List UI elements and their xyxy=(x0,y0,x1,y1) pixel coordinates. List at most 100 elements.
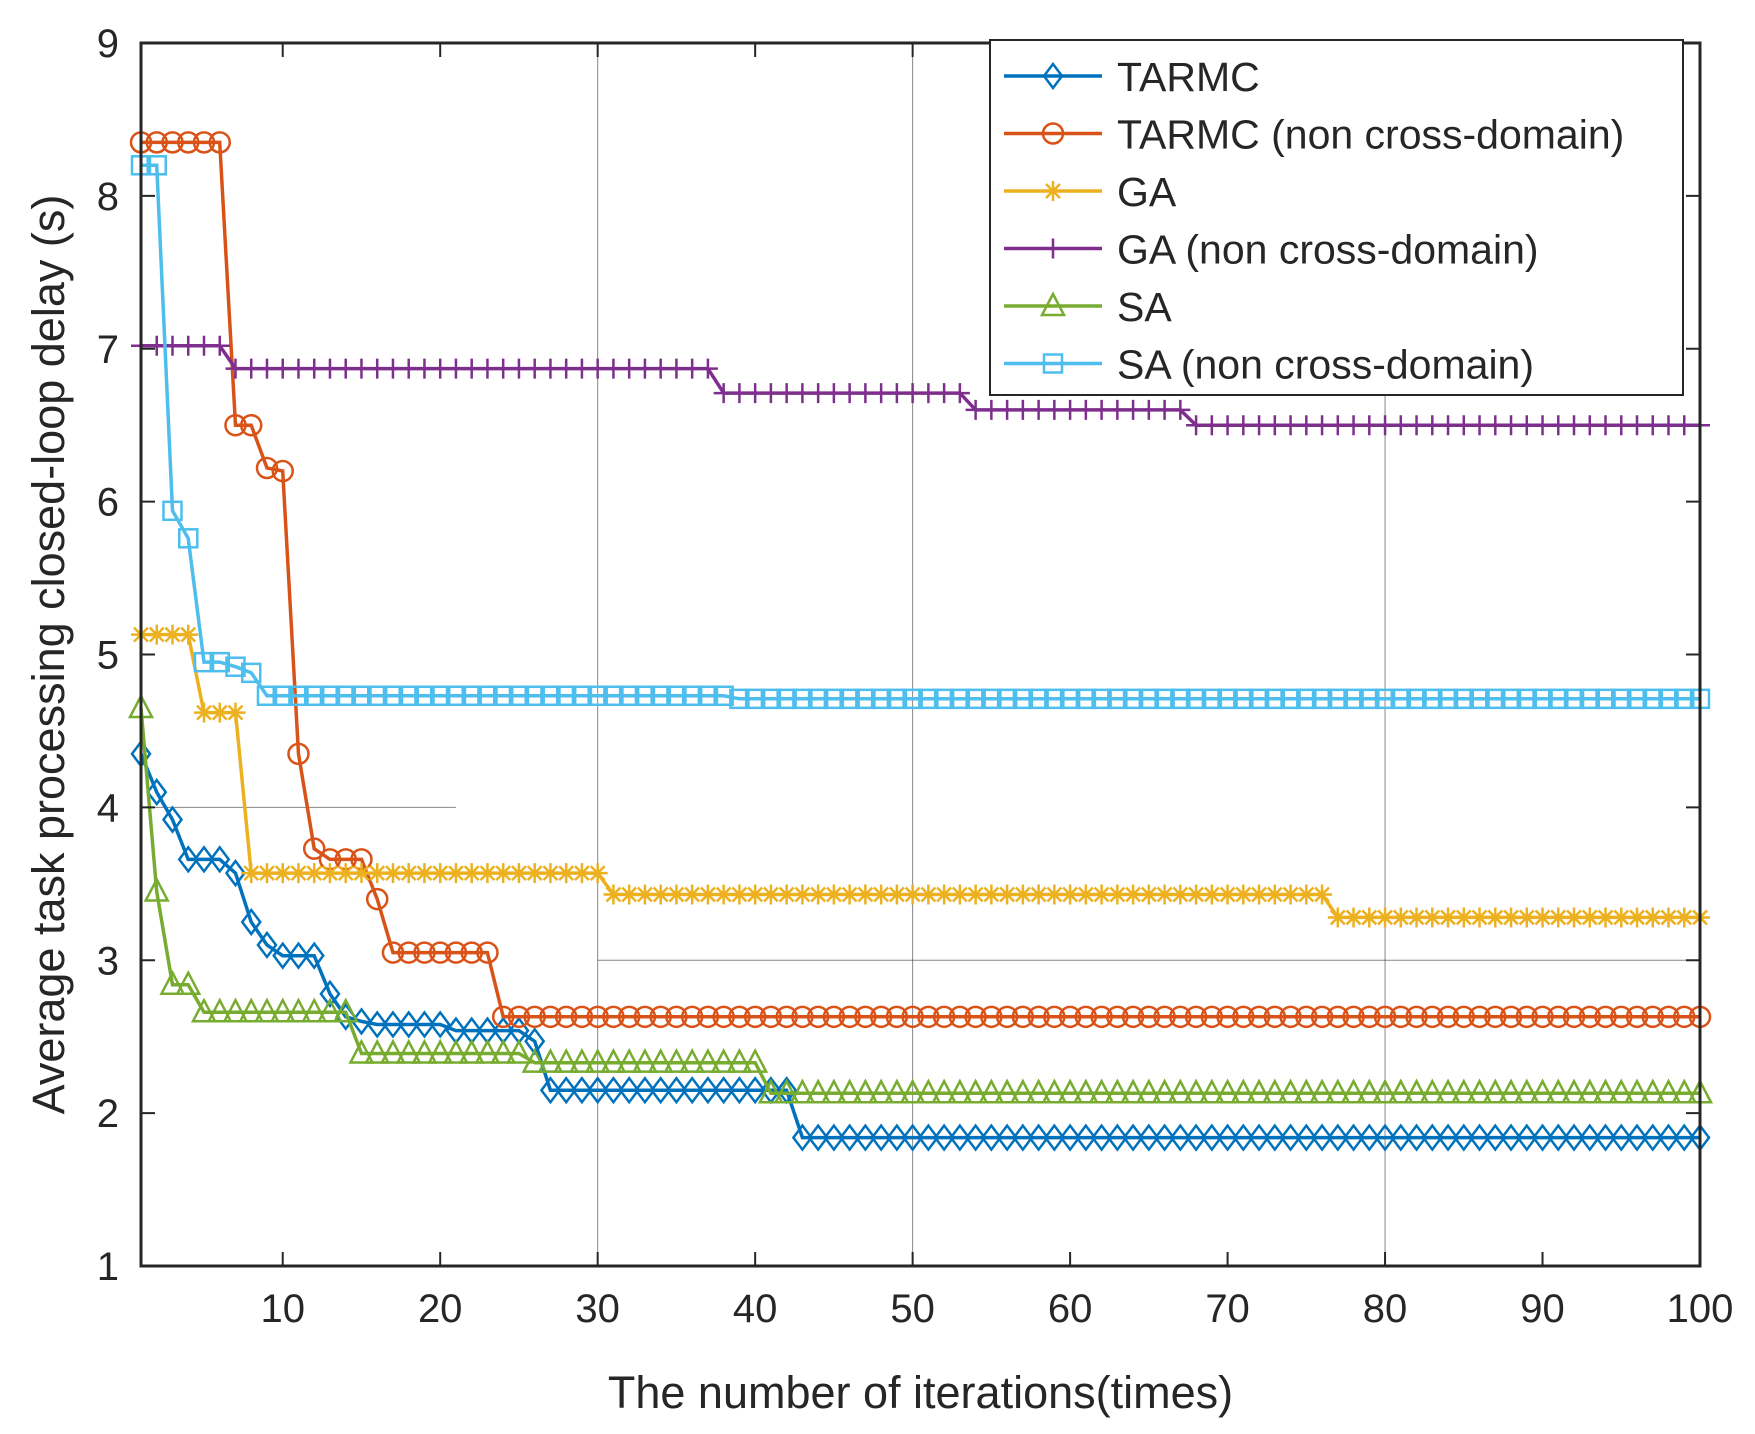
data-point xyxy=(1453,907,1474,928)
data-point xyxy=(650,884,671,905)
data-point xyxy=(382,685,404,707)
data-point xyxy=(836,1078,863,1104)
data-point xyxy=(918,688,939,710)
x-tick-label: 30 xyxy=(575,1287,620,1331)
series-ga xyxy=(131,624,1710,928)
data-point xyxy=(1012,1123,1034,1152)
data-point xyxy=(634,884,655,905)
data-point xyxy=(1468,1123,1491,1152)
data-point xyxy=(650,1076,672,1105)
data-point xyxy=(1028,884,1049,905)
data-point xyxy=(886,1123,908,1152)
data-point xyxy=(1312,884,1333,905)
data-point xyxy=(1579,1123,1601,1152)
data-point xyxy=(351,685,372,707)
data-point xyxy=(1217,688,1238,710)
data-point xyxy=(1563,1123,1585,1152)
data-point xyxy=(1233,884,1254,905)
data-point xyxy=(1658,688,1679,710)
data-point xyxy=(209,335,230,356)
data-point xyxy=(820,1078,847,1104)
data-point xyxy=(1356,1078,1383,1104)
data-point xyxy=(1233,688,1254,710)
data-point xyxy=(1170,399,1191,420)
data-point xyxy=(618,685,640,707)
data-point xyxy=(1057,1078,1084,1104)
data-point xyxy=(414,863,435,884)
legend-label: SA xyxy=(1117,284,1172,330)
data-point xyxy=(870,688,892,710)
data-point xyxy=(1264,1123,1286,1152)
data-point xyxy=(1121,1005,1145,1029)
data-point xyxy=(1074,1005,1098,1029)
legend-item: GA (non cross-domain) xyxy=(1004,227,1539,273)
data-point xyxy=(1422,907,1443,928)
data-point xyxy=(555,685,577,707)
data-point xyxy=(1216,1005,1239,1029)
data-point xyxy=(1359,688,1380,710)
data-point xyxy=(1280,884,1301,905)
data-point xyxy=(1249,884,1270,905)
data-point xyxy=(1075,884,1096,905)
data-point xyxy=(319,685,341,707)
data-point xyxy=(1671,1078,1698,1104)
legend-label: GA xyxy=(1117,169,1177,215)
data-point xyxy=(507,1005,531,1029)
data-point xyxy=(1106,1123,1128,1152)
data-point xyxy=(255,456,279,480)
data-point xyxy=(319,863,340,884)
data-point xyxy=(253,997,281,1023)
data-point xyxy=(1043,1005,1066,1029)
data-point xyxy=(316,997,344,1023)
data-point xyxy=(1279,1005,1302,1029)
data-point xyxy=(1170,884,1191,905)
data-point xyxy=(1579,907,1600,928)
data-point xyxy=(161,131,184,154)
data-point xyxy=(224,413,247,437)
data-point xyxy=(1072,1078,1099,1104)
data-point xyxy=(209,702,230,723)
data-point xyxy=(1547,1005,1570,1029)
data-point xyxy=(571,863,592,884)
data-point xyxy=(540,863,561,884)
data-point xyxy=(492,685,514,707)
legend-marker xyxy=(1041,122,1065,145)
series-line xyxy=(139,707,1700,1096)
legend-marker xyxy=(1039,291,1067,317)
data-point xyxy=(822,1005,846,1029)
data-point xyxy=(1135,1078,1162,1104)
data-point xyxy=(1012,688,1034,710)
data-point xyxy=(1359,907,1380,928)
data-point xyxy=(1138,1123,1160,1152)
series-tarmc-non-cross-domain xyxy=(129,131,1712,1029)
data-point xyxy=(838,1005,861,1029)
x-tick-label: 20 xyxy=(418,1287,463,1331)
data-point xyxy=(744,688,766,710)
data-point xyxy=(206,997,233,1023)
data-point xyxy=(1324,1078,1351,1104)
data-point xyxy=(301,997,328,1023)
data-point xyxy=(679,1047,706,1073)
data-point xyxy=(523,1005,546,1029)
data-point xyxy=(1200,1005,1224,1029)
data-point xyxy=(1484,1123,1506,1152)
data-point xyxy=(1044,688,1065,710)
data-point xyxy=(666,685,687,707)
data-point xyxy=(1674,907,1695,928)
data-point xyxy=(381,941,405,964)
x-tick-label: 40 xyxy=(733,1287,778,1331)
data-point xyxy=(649,1005,672,1029)
data-point xyxy=(1358,1005,1381,1029)
data-point xyxy=(1153,1005,1176,1029)
data-point xyxy=(587,1076,609,1105)
data-point xyxy=(729,884,750,905)
data-point xyxy=(1468,1005,1491,1029)
data-point xyxy=(1641,1005,1665,1029)
legend-box xyxy=(989,39,1684,396)
data-point xyxy=(193,651,215,673)
data-point xyxy=(1138,884,1159,905)
data-point xyxy=(379,1038,407,1064)
data-point xyxy=(1453,688,1475,710)
data-point xyxy=(616,1047,643,1073)
data-point xyxy=(949,1123,971,1152)
